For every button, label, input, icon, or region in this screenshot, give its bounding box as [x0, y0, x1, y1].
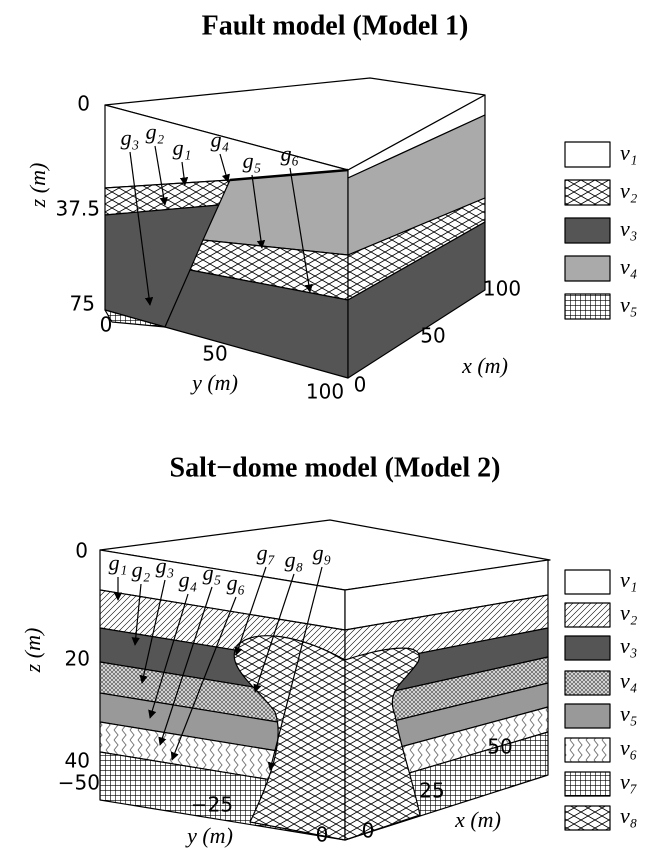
- legend-label: v₅: [620, 292, 637, 317]
- legend-label: v₃: [620, 216, 637, 241]
- x-tick-label: 100: [483, 277, 521, 301]
- legend-label: v₅: [620, 701, 637, 726]
- legend-swatch: [565, 603, 610, 627]
- legend-label: v₈: [620, 803, 637, 828]
- layer-label: g₁: [173, 135, 192, 160]
- legend-swatch: [565, 738, 610, 762]
- x-tick-label: 50: [420, 324, 445, 348]
- legend-swatch: [565, 704, 610, 728]
- figure: Fault model (Model 1) 0 37.5 75 z (m) 0 …: [0, 0, 657, 860]
- layer-label: g₂: [132, 557, 151, 582]
- x-tick-label: 0: [354, 373, 367, 397]
- legend-label: v₄: [620, 668, 637, 693]
- layer-label: g₃: [156, 553, 175, 578]
- y-tick-label: 0: [100, 313, 113, 337]
- y-axis-label: y (m): [190, 370, 238, 395]
- layer-label: g₁: [109, 550, 128, 575]
- x-tick-label: 25: [419, 779, 444, 803]
- legend-swatch: [565, 671, 610, 695]
- z-tick-label: 75: [70, 292, 95, 316]
- panel-title: Fault model (Model 1): [202, 10, 469, 41]
- legend-swatch: [565, 772, 610, 796]
- z-tick-label: 37.5: [55, 197, 100, 221]
- z-tick-label: 0: [77, 92, 90, 116]
- legend-swatch: [565, 142, 610, 167]
- legend-label: v₃: [620, 633, 637, 658]
- legend-label: v₁: [620, 140, 637, 165]
- x-axis-label: x (m): [454, 807, 501, 832]
- y-axis-label: y (m): [185, 823, 233, 848]
- y-tick-label: 0: [316, 823, 329, 847]
- z-tick-label: 40: [65, 749, 90, 773]
- layer-label: g₆: [281, 141, 300, 166]
- layer-label: g₄: [179, 567, 198, 592]
- legend-swatch: [565, 294, 610, 319]
- legend-swatch: [565, 636, 610, 660]
- legend-label: v₇: [620, 769, 637, 794]
- layer-label: g₂: [146, 119, 165, 144]
- panel-title: Salt−dome model (Model 2): [170, 452, 501, 483]
- y-tick-label: 50: [202, 342, 227, 366]
- z-axis-label: z (m): [20, 628, 45, 674]
- y-tick-label: −50: [58, 771, 100, 795]
- z-tick-label: 20: [65, 647, 90, 671]
- layer-label: g₃: [121, 125, 140, 150]
- layer-label: g₈: [285, 547, 304, 572]
- layer-label: g₉: [313, 540, 332, 565]
- layer-label: g₄: [211, 127, 230, 152]
- layer-label: g₇: [257, 540, 276, 565]
- z-tick-label: 0: [75, 539, 88, 563]
- layer-label: g₅: [203, 560, 222, 585]
- legend: v₁ v₂ v₃ v₄ v₅ v₆ v₇ v₈: [565, 567, 638, 830]
- y-tick-label: 100: [306, 380, 344, 404]
- legend-label: v₁: [620, 567, 637, 592]
- legend-swatch: [565, 806, 610, 830]
- x-tick-label: 50: [487, 735, 512, 759]
- x-tick-label: 0: [362, 819, 375, 843]
- legend-label: v₄: [620, 254, 637, 279]
- legend-swatch: [565, 180, 610, 205]
- legend-swatch: [565, 218, 610, 243]
- legend-label: v₂: [620, 178, 638, 203]
- legend-swatch: [565, 256, 610, 281]
- legend-label: v₂: [620, 600, 638, 625]
- z-axis-label: z (m): [25, 163, 50, 209]
- legend: [565, 142, 610, 319]
- layer-label: g₆: [227, 570, 246, 595]
- y-tick-label: −25: [191, 793, 233, 817]
- legend-label: v₆: [620, 735, 637, 760]
- legend-swatch: [565, 570, 610, 594]
- layer-label: g₅: [243, 148, 262, 173]
- x-axis-label: x (m): [461, 353, 508, 378]
